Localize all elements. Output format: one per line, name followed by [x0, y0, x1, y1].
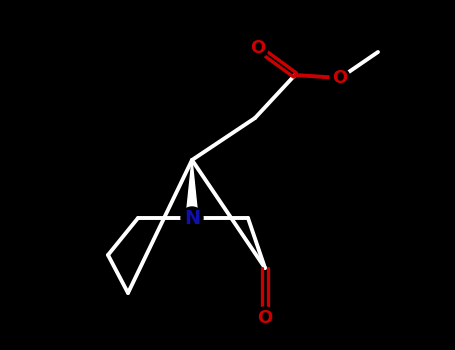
Circle shape: [181, 207, 203, 229]
Circle shape: [254, 307, 276, 329]
Circle shape: [248, 38, 268, 58]
Text: N: N: [184, 209, 200, 228]
Text: O: O: [250, 39, 266, 57]
Text: O: O: [258, 309, 273, 327]
Polygon shape: [186, 160, 198, 218]
Text: O: O: [332, 69, 348, 87]
Circle shape: [330, 68, 350, 88]
